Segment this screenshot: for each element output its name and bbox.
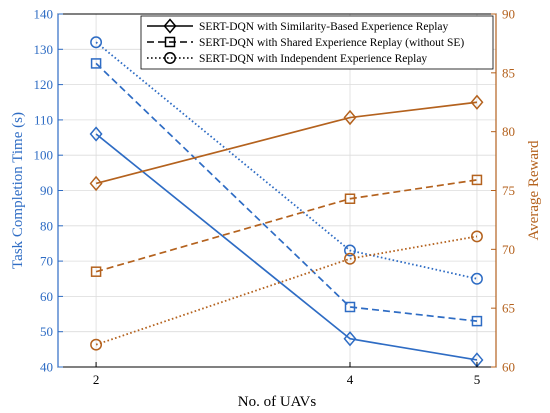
series-line-5 — [95, 235, 478, 346]
legend-marker — [163, 18, 177, 34]
left-tick-label: 100 — [34, 148, 54, 163]
series-markers — [89, 36, 484, 368]
right-axis-title: Average Reward — [526, 140, 542, 241]
series-1-point — [90, 58, 102, 69]
series-line-0 — [95, 133, 478, 361]
left-tick-label: 60 — [40, 289, 53, 304]
right-tick-label: 65 — [502, 301, 515, 316]
x-axis-title: No. of UAVs — [238, 394, 317, 410]
left-tick-label: 130 — [34, 42, 54, 57]
series-line-4 — [95, 179, 478, 273]
x-tick-label: 2 — [93, 372, 100, 387]
series-4-point — [344, 193, 356, 204]
series-lines — [95, 41, 478, 361]
legend-marker — [164, 36, 176, 48]
series-2-point — [344, 244, 356, 257]
series-3-point — [89, 175, 103, 192]
left-axis-title: Task Completion Time (s) — [10, 112, 26, 269]
left-tick-label: 40 — [40, 360, 53, 375]
legend-box — [140, 15, 494, 70]
left-tick-label: 110 — [34, 112, 53, 127]
series-5-point — [344, 252, 356, 265]
x-tick-label: 5 — [474, 372, 481, 387]
right-tick-label: 85 — [502, 65, 515, 80]
right-tick-label: 80 — [502, 124, 515, 139]
right-tick-label: 70 — [502, 242, 515, 257]
series-0-point — [343, 331, 357, 347]
left-tick-label: 90 — [40, 183, 53, 198]
right-tick-label: 90 — [502, 7, 515, 22]
series-0-point — [89, 126, 103, 142]
series-4-point — [471, 174, 483, 186]
series-1-point — [471, 315, 483, 327]
series-3-point — [343, 109, 357, 126]
left-tick-label: 70 — [40, 254, 53, 269]
left-tick-label: 50 — [40, 324, 53, 339]
axes: 40 50 60 70 80 90 100 110 120 130 140 60 65 70 75 80 85 9… — [10, 7, 542, 411]
series-3-point — [470, 94, 484, 110]
right-tick-label: 60 — [502, 360, 515, 375]
series-line-2 — [95, 41, 478, 280]
left-tick-label: 140 — [34, 7, 54, 22]
right-tick-label: 75 — [502, 183, 515, 198]
series-line-3 — [95, 101, 478, 185]
series-2-point — [471, 272, 483, 285]
series-4-point — [90, 266, 102, 277]
series-1-point — [344, 301, 356, 313]
legend-entry: SERT-DQN with Shared Experience Replay (… — [199, 37, 464, 49]
series-5-point — [471, 230, 483, 243]
legend-entry: SERT-DQN with Similarity-Based Experienc… — [199, 21, 449, 33]
left-tick-label: 80 — [40, 218, 53, 233]
series-2-point — [90, 36, 103, 49]
x-tick-label: 4 — [347, 372, 354, 387]
legend: SERT-DQN with Similarity-Based Experienc… — [140, 15, 494, 70]
legend-entry: SERT-DQN with Independent Experience Rep… — [199, 53, 427, 65]
left-tick-label: 120 — [34, 77, 54, 92]
series-5-point — [90, 338, 103, 351]
legend-marker — [164, 52, 176, 64]
